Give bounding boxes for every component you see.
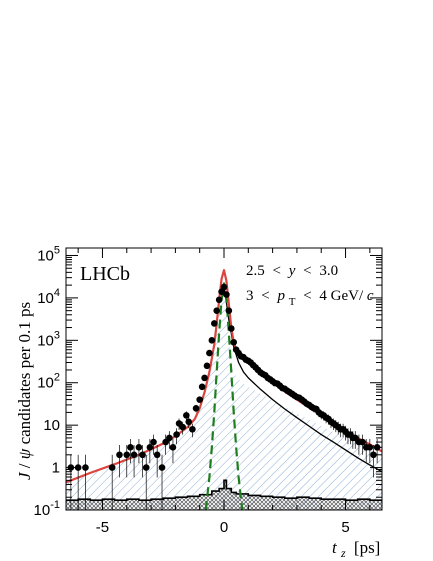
data-point bbox=[220, 283, 228, 291]
y-axis-title: J / ψ candidates per 0.1 ps bbox=[15, 302, 34, 480]
data-point bbox=[142, 464, 150, 471]
data-point bbox=[189, 425, 196, 433]
sideband-hatched-area bbox=[66, 480, 382, 510]
data-point bbox=[359, 438, 366, 446]
data-point bbox=[150, 438, 157, 446]
y-tick-label: 10 bbox=[43, 417, 60, 434]
sideband-histogram bbox=[66, 479, 382, 502]
data-point bbox=[108, 464, 116, 471]
y-tick-label: 103 bbox=[37, 329, 60, 349]
rapidity-annotation: 2.5 < y < 3.0 bbox=[246, 263, 338, 279]
data-point bbox=[198, 383, 206, 391]
data-point bbox=[173, 431, 180, 438]
data-point bbox=[135, 444, 143, 451]
x-tick-label: -5 bbox=[96, 519, 109, 536]
data-point bbox=[127, 444, 134, 451]
data-point bbox=[215, 296, 223, 304]
y-tick-label: 1 bbox=[52, 460, 60, 477]
data-point bbox=[201, 374, 208, 382]
data-point bbox=[196, 396, 203, 403]
pt-annotation: 3 < p T < 4 GeV/ c bbox=[246, 288, 374, 309]
prompt-component-curve bbox=[204, 282, 244, 510]
data-point bbox=[370, 451, 377, 459]
data-point bbox=[183, 412, 190, 419]
data-point bbox=[206, 349, 213, 357]
x-axis-title: t z [ps] bbox=[332, 538, 380, 561]
data-point bbox=[210, 320, 218, 327]
y-tick-label: 102 bbox=[37, 372, 60, 392]
data-point bbox=[116, 451, 123, 459]
data-point bbox=[366, 444, 374, 451]
data-point bbox=[213, 307, 221, 314]
data-point bbox=[223, 291, 230, 298]
y-tick-label: 10-1 bbox=[34, 499, 60, 519]
data-point bbox=[146, 444, 154, 451]
data-point bbox=[225, 307, 233, 314]
background-hatched-area bbox=[66, 281, 382, 510]
data-point bbox=[208, 337, 216, 344]
b-component-curve bbox=[223, 285, 382, 473]
data-point bbox=[185, 418, 193, 426]
data-point bbox=[203, 362, 211, 370]
data-point bbox=[74, 464, 82, 471]
x-tick-label: 0 bbox=[220, 519, 228, 536]
data-point bbox=[82, 464, 89, 471]
data-point bbox=[227, 325, 235, 332]
x-tick-label: 5 bbox=[341, 519, 349, 536]
data-point bbox=[158, 464, 166, 471]
data-point bbox=[130, 451, 138, 459]
data-point bbox=[192, 404, 200, 412]
data-point bbox=[169, 444, 177, 451]
fill-layer bbox=[66, 281, 382, 510]
y-tick-label: 105 bbox=[37, 244, 60, 264]
data-point bbox=[166, 434, 173, 442]
data-points-layer bbox=[67, 283, 381, 510]
experiment-label: LHCb bbox=[80, 263, 130, 285]
data-point bbox=[153, 451, 161, 459]
y-tick-label: 104 bbox=[37, 287, 60, 307]
data-point bbox=[123, 451, 131, 459]
data-point bbox=[139, 451, 146, 459]
data-point bbox=[179, 423, 186, 431]
axes-layer: -5 0 5 10-1 1 10 102 103 104 105 bbox=[34, 244, 382, 536]
data-point bbox=[230, 338, 238, 346]
